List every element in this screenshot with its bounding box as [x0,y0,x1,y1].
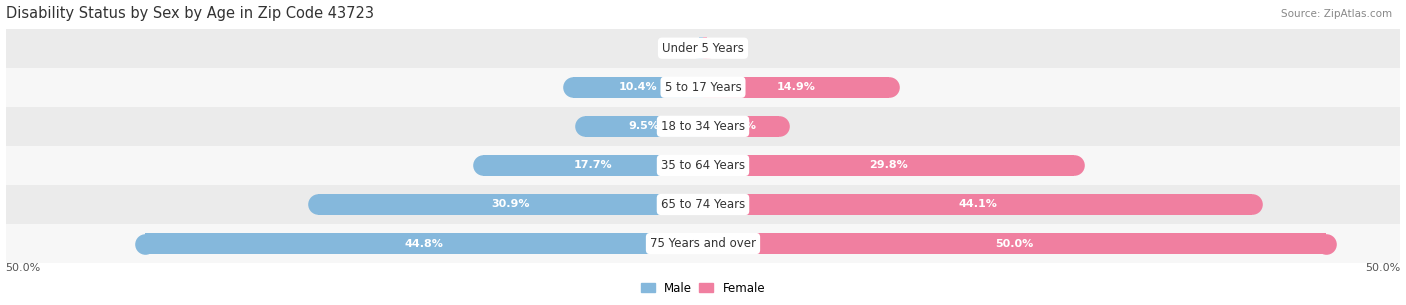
Text: 18 to 34 Years: 18 to 34 Years [661,120,745,133]
Bar [318,194,703,215]
Text: Disability Status by Sex by Age in Zip Code 43723: Disability Status by Sex by Age in Zip C… [6,5,374,20]
Bar [6,68,1400,107]
Bar [6,107,1400,146]
Point [574,124,596,129]
Point [877,85,900,90]
Bar [699,38,703,59]
Bar [703,155,1074,176]
Point [471,163,494,168]
Point [1241,202,1264,207]
Text: 9.5%: 9.5% [628,121,659,131]
Bar [703,116,779,137]
Text: Source: ZipAtlas.com: Source: ZipAtlas.com [1281,9,1392,19]
Point [1063,163,1085,168]
Text: 30.9%: 30.9% [491,199,530,210]
Text: Under 5 Years: Under 5 Years [662,42,744,55]
Bar [703,194,1253,215]
Bar [703,38,707,59]
Legend: Male, Female: Male, Female [636,277,770,300]
Point [134,241,156,246]
Bar [703,77,889,98]
Point [307,202,329,207]
Bar [482,155,703,176]
Bar [574,77,703,98]
Text: 6.1%: 6.1% [725,121,756,131]
Text: 44.8%: 44.8% [405,239,443,249]
Bar [6,146,1400,185]
Bar [6,185,1400,224]
Text: 50.0%: 50.0% [6,263,41,273]
Point [768,124,790,129]
Text: 29.8%: 29.8% [869,160,908,170]
Text: 75 Years and over: 75 Years and over [650,237,756,250]
Text: 0.0%: 0.0% [716,43,747,53]
Bar [6,29,1400,68]
Text: 14.9%: 14.9% [776,82,815,92]
Bar [145,233,703,254]
Point [696,46,718,51]
Text: 35 to 64 Years: 35 to 64 Years [661,159,745,172]
Text: 17.7%: 17.7% [574,160,612,170]
Text: 50.0%: 50.0% [1365,263,1400,273]
Bar [703,233,1326,254]
Text: 5 to 17 Years: 5 to 17 Years [665,81,741,94]
Text: 65 to 74 Years: 65 to 74 Years [661,198,745,211]
Point [1315,241,1337,246]
Point [688,46,710,51]
Bar [6,224,1400,263]
Point [562,85,585,90]
Text: 0.0%: 0.0% [659,43,690,53]
Bar [585,116,703,137]
Text: 44.1%: 44.1% [957,199,997,210]
Text: 10.4%: 10.4% [619,82,658,92]
Text: 50.0%: 50.0% [995,239,1033,249]
